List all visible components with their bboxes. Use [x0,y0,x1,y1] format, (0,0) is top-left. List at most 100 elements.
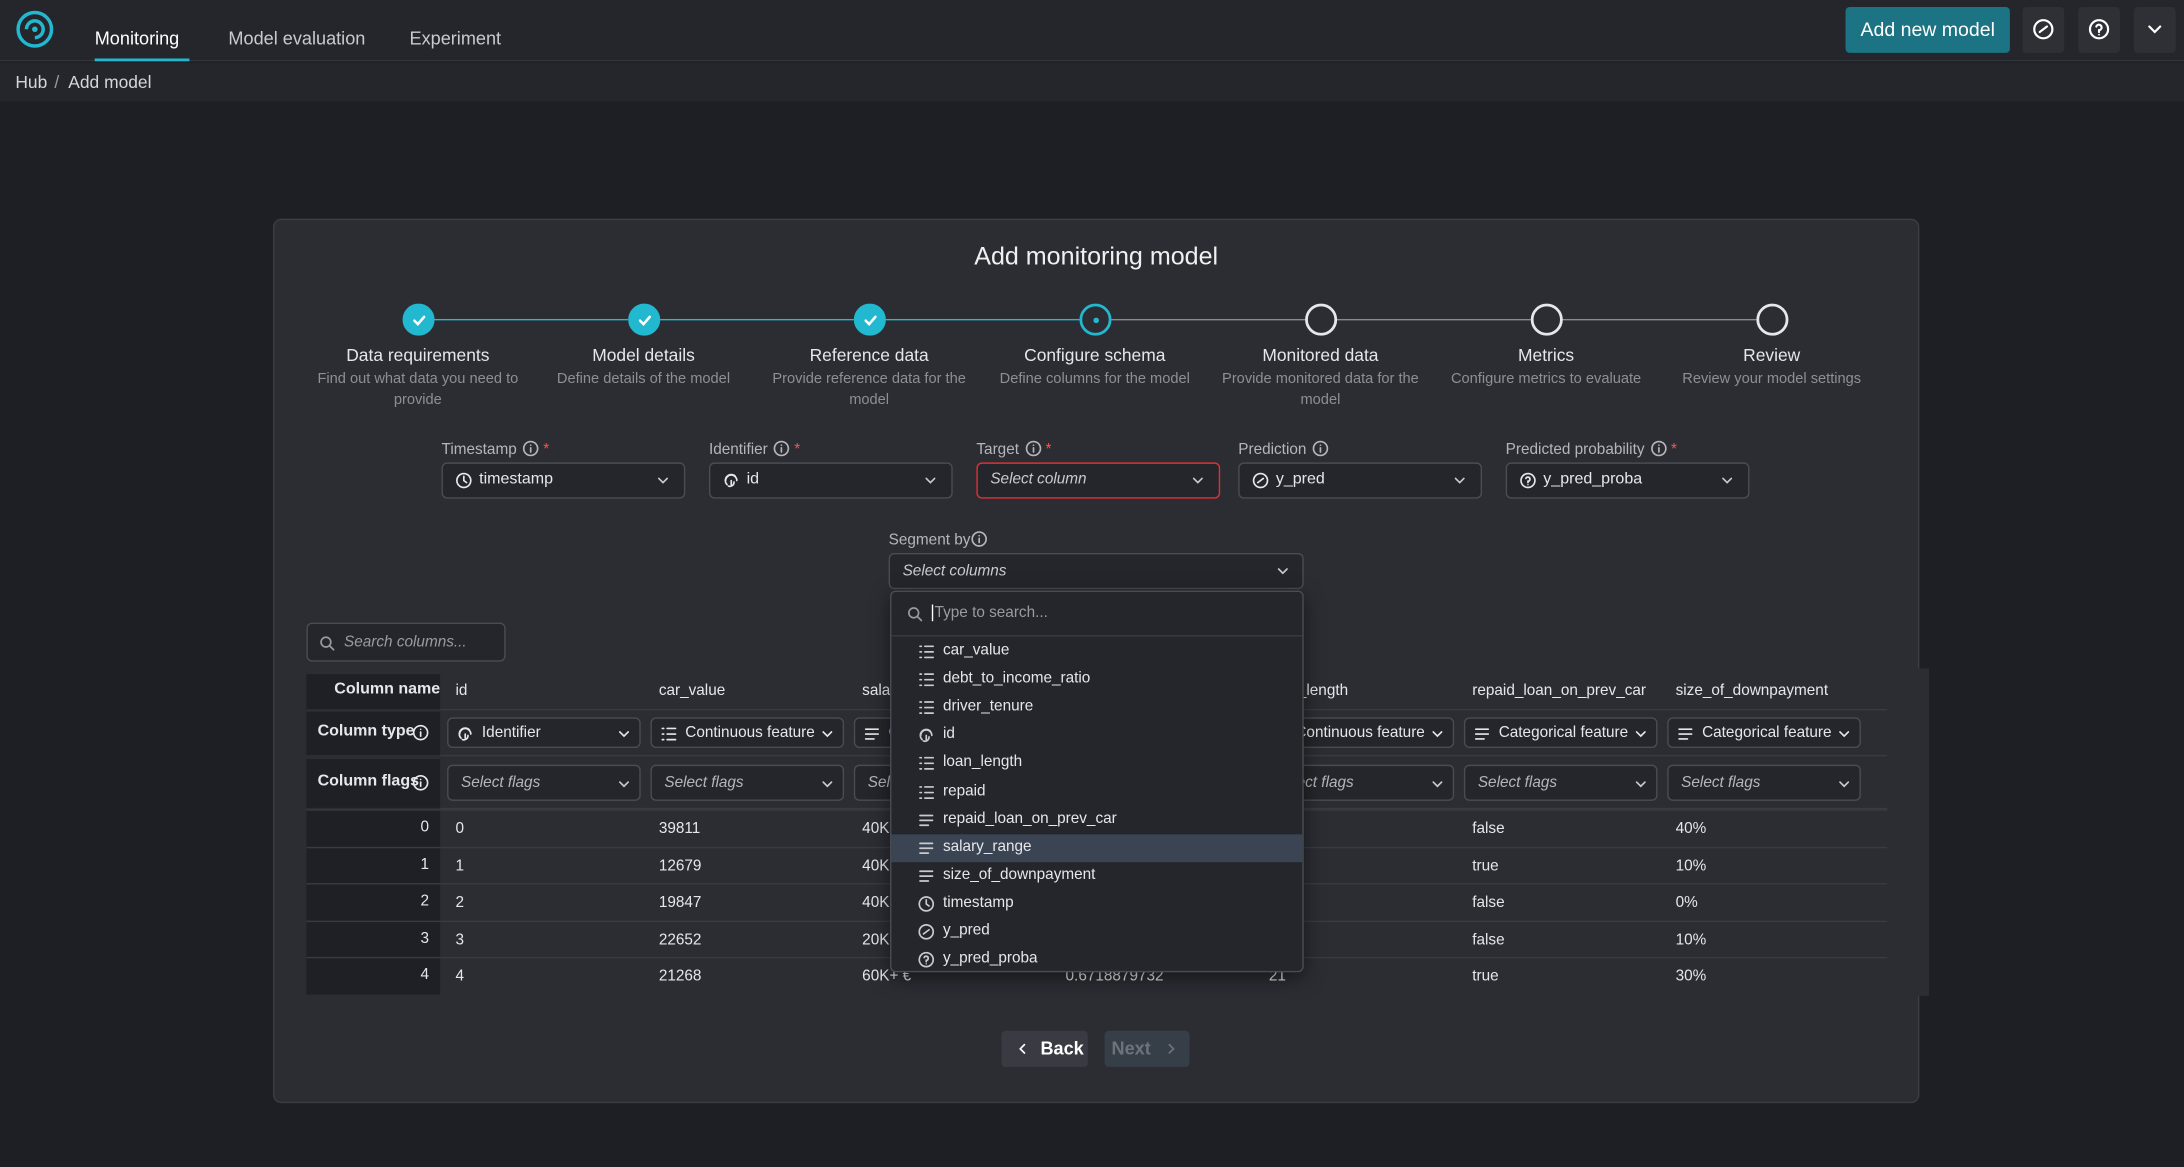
column-type-select[interactable]: Categorical feature [1463,717,1658,748]
icon-chevron [1432,731,1443,738]
flags-select[interactable]: Select flags [650,764,845,801]
dropdown-option[interactable]: salary_range [891,833,1303,862]
step-desc: Configure metrics to evaluate [1450,370,1642,388]
dropdown-search-placeholder[interactable]: Type to search... [931,604,1048,622]
icon-chevron [1839,781,1850,788]
column-type-select[interactable]: Categorical feature [1667,717,1861,748]
step-title: Monitored data [1262,345,1379,365]
dropdown-option[interactable]: repaid_loan_on_prev_car [891,806,1302,834]
icon-finger [458,727,472,741]
field-value: y_pred_proba [1543,470,1643,488]
column-type: Categorical feature [1702,724,1832,742]
option-label: size_of_downpayment [942,866,1096,883]
icon-circle [2033,19,2054,40]
icon-info [773,440,790,457]
dropdown-option[interactable]: debt_to_income_ratio [891,666,1302,694]
breadcrumb-separator: / [54,72,60,92]
nav-tab[interactable]: Model evaluation [228,27,366,49]
nav-tab[interactable]: Monitoring [94,27,180,49]
add-model-button[interactable]: Add new model [1845,6,2010,53]
step-connector [884,318,1080,321]
field-select[interactable]: y_pred [1238,462,1483,499]
segment-select[interactable]: Select columns [888,552,1304,590]
dropdown-option[interactable]: car_value [891,638,1302,666]
column-type: Categorical feature [1498,724,1629,742]
option-label: id [942,726,955,743]
required-mark: * [543,441,550,459]
flags-select[interactable]: Select flags [447,764,641,801]
icon-info [1025,440,1041,457]
option-label: salary_range [942,838,1032,855]
dropdown-option[interactable]: y_pred_proba [891,946,1302,974]
icon-list [919,757,935,771]
logout-button[interactable] [2133,6,2176,53]
dropdown-option[interactable]: timestamp [891,890,1302,918]
icon-search [320,636,335,651]
flags-placeholder: Select flags [1681,774,1761,792]
back-label: Back [1040,1037,1084,1059]
step-circle [1530,303,1563,336]
breadcrumb-item: Add model [68,72,152,92]
field-select[interactable]: y_pred_proba [1505,462,1750,499]
dropdown-option[interactable]: repaid [891,778,1302,806]
table-cell: 4 [455,968,464,986]
option-label: repaid_loan_on_prev_car [942,810,1117,827]
column-type: Continuous feature [1295,724,1425,742]
step-desc: Review your model settings [1682,370,1862,388]
table-cell: true [1472,968,1499,986]
field-select[interactable]: Select column [976,462,1221,499]
search-columns[interactable]: Search columns... [306,622,506,662]
dropdown-option[interactable]: size_of_downpayment [891,862,1302,890]
icon-chevron [1722,477,1733,484]
help-button[interactable] [2078,6,2120,53]
icon-question [918,952,935,968]
option-label: repaid [942,782,986,799]
modal-title: Add monitoring model [974,242,1219,271]
column-type-select[interactable]: Continuous feature [650,717,845,748]
table-cell: 10% [1675,931,1707,949]
row-label-cell [306,674,441,709]
step-circle [1756,303,1789,336]
flags-select[interactable]: Select flags [1463,764,1658,801]
index-cell [306,846,441,884]
back-button[interactable]: Back [1001,1030,1088,1067]
row-index: 2 [420,893,430,910]
table-cell: true [1472,857,1499,875]
field-select[interactable]: id [708,462,953,499]
field-value: y_pred [1275,470,1325,488]
dropdown-option[interactable]: driver_tenure [891,694,1302,722]
dropdown-option[interactable]: loan_length [891,750,1302,778]
icon-check [638,314,651,326]
field-label: Target [976,441,1019,459]
dropdown-option[interactable]: y_pred [891,918,1302,946]
row-index: 1 [420,856,430,873]
icon-clock [918,896,935,912]
tab-underline [94,58,190,62]
icon-chevron [1454,477,1465,484]
table-cell: 2 [455,894,464,912]
column-type-select[interactable]: Identifier [447,717,641,748]
field-label: Prediction [1238,441,1307,459]
icon-finger [919,729,933,743]
field-select[interactable]: timestamp [441,462,686,499]
segment-label: Segment by [888,532,971,549]
nav-tab[interactable]: Experiment [409,27,502,49]
step-title: Data requirements [346,345,490,365]
flags-placeholder: Select flags [664,774,744,792]
icon-question [1520,472,1536,489]
icon-list [919,673,935,687]
icon-list [661,727,677,741]
row-label-cell [306,759,441,808]
top-bar [0,0,2184,62]
table-cell: 40K [862,820,890,838]
option-label: car_value [942,642,1010,659]
dropdown-option[interactable]: id [891,722,1302,750]
next-button[interactable]: Next [1104,1030,1190,1067]
icon-chevron [925,477,936,484]
field-label: Predicted probability [1505,441,1645,459]
table-cell: 21268 [658,968,702,986]
step-dot [1092,316,1099,323]
user-button[interactable] [2022,6,2065,53]
flags-select[interactable]: Select flags [1667,764,1861,801]
table-cell: 19847 [658,894,702,912]
